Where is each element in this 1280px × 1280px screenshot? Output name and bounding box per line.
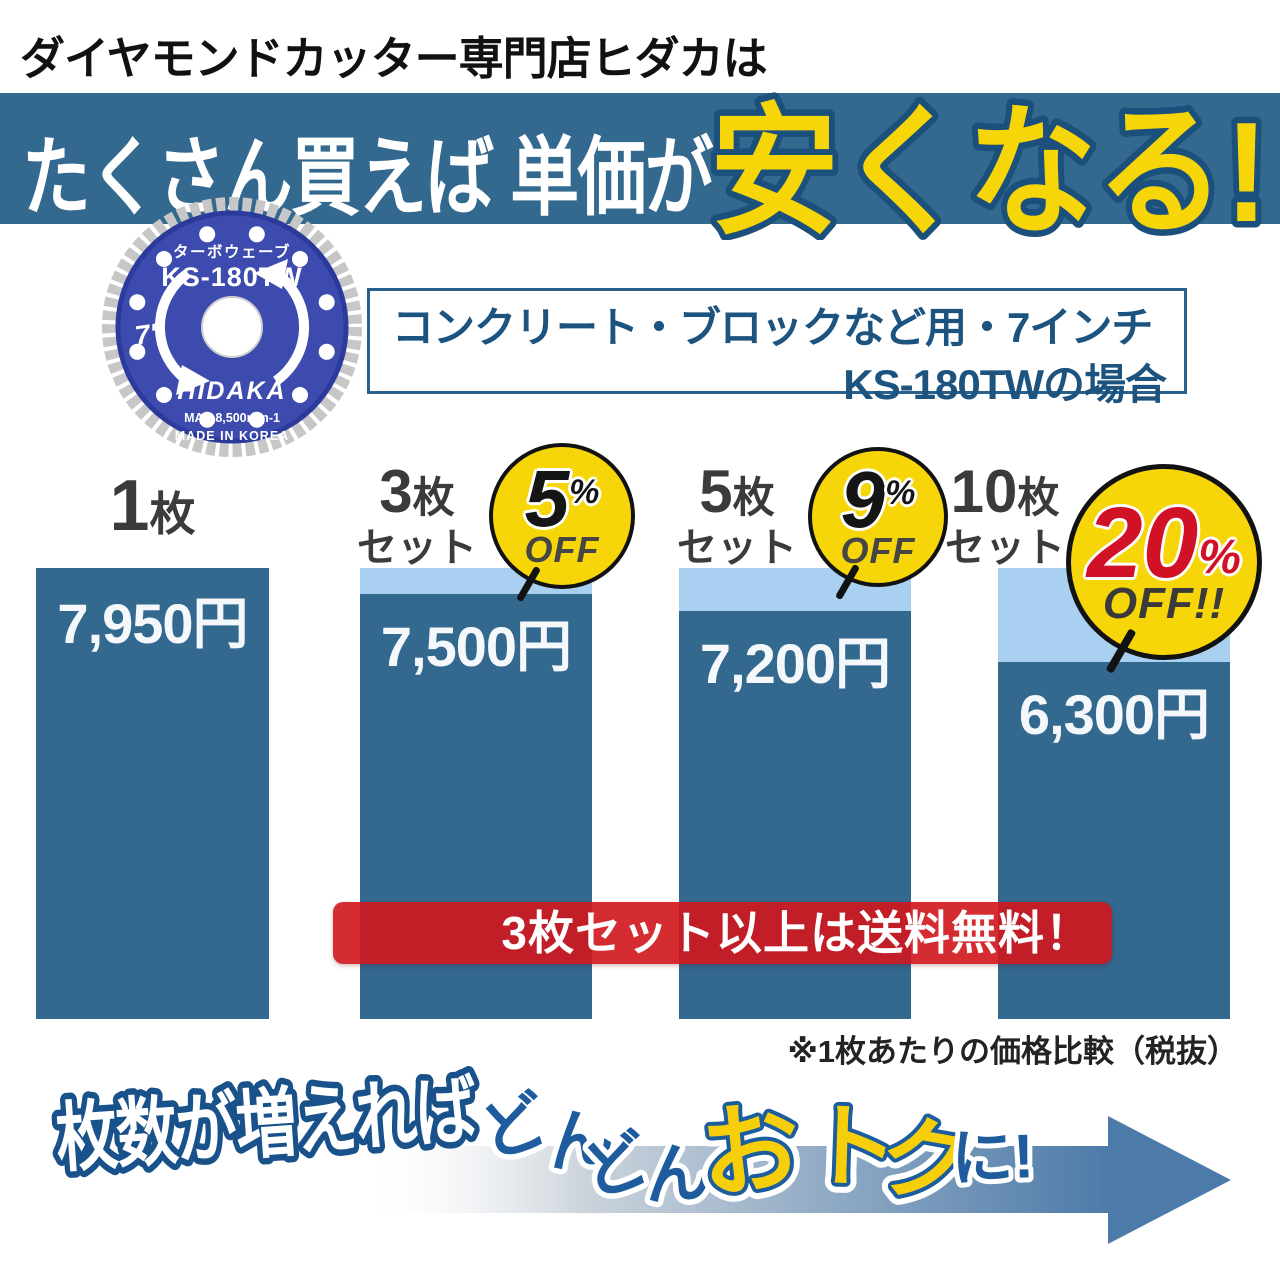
- arrow-body: [355, 1146, 1108, 1213]
- product-disc-image: ターボウェーブ KS-180TW 7" HIDAKA MAX 8,500min-…: [102, 197, 362, 457]
- product-use-text: コンクリート・ブロックなど用・7インチ: [392, 304, 1153, 351]
- disc-brand-label: HIDAKA: [177, 377, 286, 405]
- slogan-otoku-halo-1: お: [695, 1090, 806, 1212]
- bar-qty-unit: 枚: [412, 474, 455, 521]
- headline-highlight-text: 安くなる!: [710, 93, 1268, 240]
- price-value: 7,950円: [57, 592, 248, 655]
- bar-set-label: セット: [945, 526, 1065, 570]
- bar-qty-unit: 枚: [1017, 474, 1060, 521]
- free-shipping-banner: 3枚セット以上は送料無料！: [333, 902, 1112, 964]
- price-value: 7,500円: [380, 615, 572, 678]
- slogan-don-char-4: ん: [642, 1134, 713, 1212]
- disc-size-label: 7": [133, 317, 166, 351]
- off-text: OFF: [524, 529, 600, 570]
- bottom-slogan-group: 枚数が増えれば ど ん ど ん お ト ク お ト ク に!: [47, 1061, 1231, 1244]
- bar-label-2: 3枚 セット: [352, 462, 482, 570]
- headline-banner: [0, 93, 1280, 224]
- price-value: 6,300円: [1018, 683, 1210, 746]
- disc-spec-label: MAX 8,500min-1: [184, 411, 280, 425]
- off-text: OFF!!: [1102, 578, 1226, 628]
- discount-number: 5: [524, 454, 570, 543]
- bar-qty: 10: [950, 458, 1018, 525]
- bar-label-4: 10枚 セット: [940, 462, 1070, 570]
- arrow-head: [1108, 1116, 1231, 1244]
- price-bar-1: 7,950円: [36, 568, 269, 1019]
- disc-center-hole: [201, 296, 263, 358]
- bar-qty: 5: [699, 458, 733, 525]
- slogan-otoku-char-1: お: [695, 1090, 806, 1212]
- disc-series-label: ターボウェーブ: [173, 242, 291, 261]
- bar-qty: 3: [379, 458, 413, 525]
- disc-model-label: KS-180TW: [161, 262, 303, 292]
- price-bar-4: 6,300円: [998, 662, 1230, 1019]
- product-info-box: コンクリート・ブロックなど用・7インチ KS-180TWの場合: [367, 288, 1187, 408]
- bar-qty: 1: [109, 466, 150, 546]
- price-comparison-note: ※1枚あたりの価格比較（税抜）: [787, 1034, 1238, 1069]
- store-name-heading: ダイヤモンドカッター専門店ヒダカは: [20, 33, 768, 84]
- percent-sign: %: [885, 474, 916, 512]
- discount-badge-9pct: 9% OFF: [808, 447, 948, 601]
- bar-label-1: 1枚: [36, 470, 269, 542]
- slogan-otoku-char-3: ク: [871, 1104, 979, 1220]
- disc-rim: [102, 197, 362, 457]
- slogan-otoku-halo-2: ト: [805, 1095, 901, 1200]
- product-model-case-text: KS-180TWの場合: [843, 361, 1167, 408]
- discount-badge-5pct: 5% OFF: [489, 443, 635, 603]
- price-value: 7,200円: [699, 632, 891, 695]
- bar-qty-unit: 枚: [732, 474, 775, 521]
- discount-badge-20pct: 20% OFF!!: [1066, 464, 1262, 674]
- bar-set-label: セット: [677, 526, 797, 570]
- percent-sign: %: [1198, 530, 1241, 584]
- discount-number: 20: [1087, 486, 1199, 599]
- disc-arrowhead-left: [176, 365, 210, 395]
- bar-set-label: セット: [357, 526, 477, 570]
- headline-text-group: たくさん買えば 単価が 安くなる!: [22, 87, 1275, 241]
- bar-qty-unit: 枚: [149, 488, 196, 540]
- bar-label-3: 5枚 セット: [672, 462, 802, 570]
- slogan-suffix-text: に!: [950, 1122, 1035, 1194]
- disc-arrowhead-right: [254, 259, 288, 289]
- discount-number: 9: [840, 455, 886, 544]
- disc-holes: [129, 226, 335, 428]
- slogan-otoku-char-2: ト: [805, 1095, 901, 1200]
- percent-sign: %: [569, 473, 600, 511]
- disc-origin-label: MADE IN KOREA: [175, 429, 289, 443]
- slogan-don-char-2: ん: [542, 1098, 618, 1180]
- disc-rotation-arrows: [155, 268, 309, 386]
- headline-text: たくさん買えば 単価が: [22, 130, 714, 226]
